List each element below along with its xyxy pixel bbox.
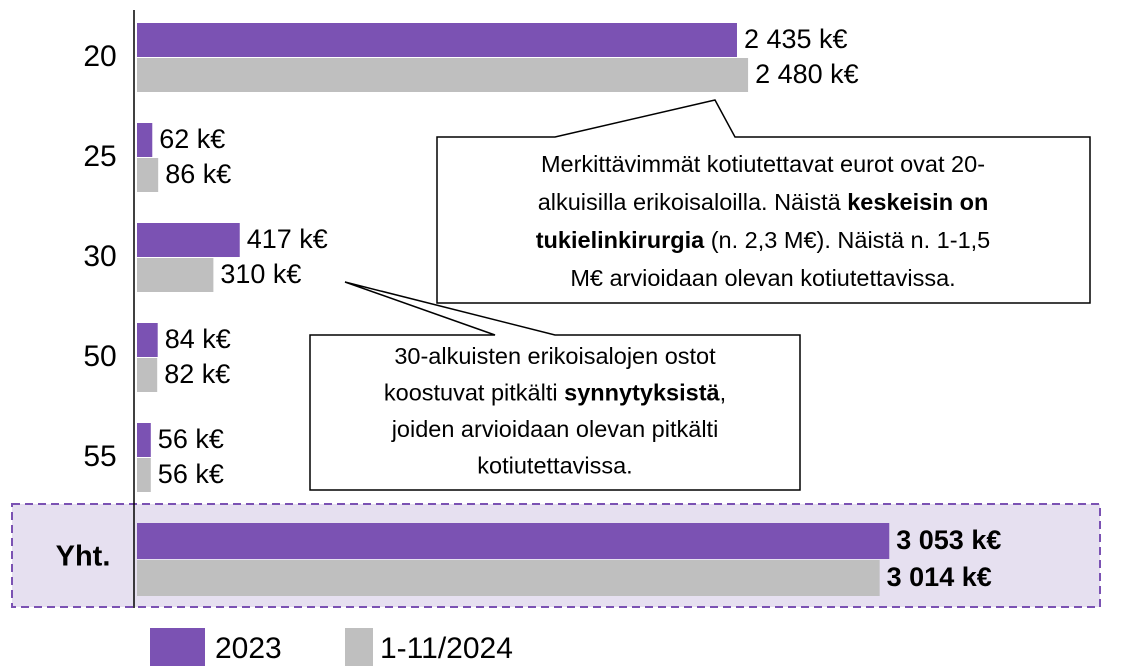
value-label: 3 014 k€ (887, 562, 992, 592)
bar (137, 560, 880, 596)
callout-text: joiden arvioidaan olevan pitkälti (391, 416, 719, 442)
callout-run: alkuisilla erikoisaloilla. Näistä (538, 189, 848, 215)
category-label: Yht. (56, 541, 111, 573)
callout-text: Merkittävimmät kotiutettavat eurot ovat … (541, 151, 985, 177)
bar (137, 223, 240, 257)
callout-run: synnytyksistä (564, 380, 720, 406)
callout-run: , (720, 380, 727, 406)
value-label: 84 k€ (165, 324, 231, 354)
callout-text: kotiutettavissa. (477, 453, 632, 479)
callout-run: koostuvat pitkälti (384, 380, 564, 406)
bar (137, 458, 151, 492)
bar (137, 323, 158, 357)
bar (137, 123, 153, 157)
callout-box (436, 99, 1091, 304)
callout-text: 30-alkuisten erikoisalojen ostot (394, 343, 716, 369)
callout-run: joiden arvioidaan olevan pitkälti (391, 416, 719, 442)
callout-text: koostuvat pitkälti synnytyksistä, (384, 380, 726, 406)
bar (137, 23, 737, 57)
value-label: 86 k€ (165, 159, 231, 189)
category-label: 30 (83, 240, 116, 273)
value-label: 2 480 k€ (755, 59, 859, 89)
callout-text: tukielinkirurgia (n. 2,3 M€). Näistä n. … (536, 227, 991, 253)
legend-label: 1-11/2024 (380, 632, 513, 665)
callout-run: M€ arvioidaan olevan kotiutettavissa. (570, 265, 955, 291)
value-label: 3 053 k€ (896, 525, 1001, 555)
value-label: 56 k€ (158, 424, 224, 454)
bar (137, 423, 151, 457)
callout-run: kotiutettavissa. (477, 453, 632, 479)
value-label: 56 k€ (158, 459, 224, 489)
callout-text: alkuisilla erikoisaloilla. Näistä keskei… (538, 189, 989, 215)
bar (137, 258, 214, 292)
value-label: 417 k€ (247, 224, 328, 254)
value-label: 310 k€ (220, 259, 301, 289)
legend-label: 2023 (215, 632, 282, 665)
callout-run: tukielinkirurgia (536, 227, 705, 253)
legend-swatch (345, 628, 373, 666)
callout-text: M€ arvioidaan olevan kotiutettavissa. (570, 265, 955, 291)
callout-run: keskeisin on (847, 189, 988, 215)
value-label: 62 k€ (159, 124, 225, 154)
callout-run: (n. 2,3 M€). Näistä n. 1-1,5 (704, 227, 990, 253)
bar (137, 158, 159, 192)
value-label: 82 k€ (164, 359, 230, 389)
category-label: 50 (83, 340, 116, 373)
category-label: 55 (83, 440, 116, 473)
bar (137, 523, 890, 559)
callout-run: 30-alkuisten erikoisalojen ostot (394, 343, 716, 369)
bar (137, 58, 749, 92)
value-label: 2 435 k€ (744, 24, 848, 54)
callout-run: Merkittävimmät kotiutettavat eurot ovat … (541, 151, 985, 177)
category-label: 20 (83, 40, 116, 73)
legend-swatch (150, 628, 205, 666)
bar (137, 358, 158, 392)
callout-box (309, 281, 801, 491)
category-label: 25 (83, 140, 116, 173)
